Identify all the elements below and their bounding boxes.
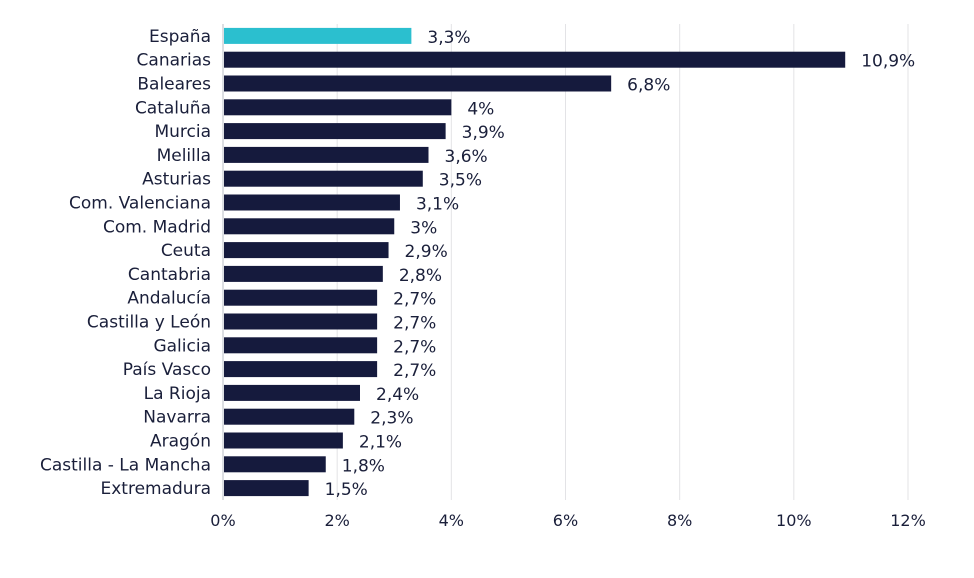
- bar: [224, 480, 309, 497]
- category-label: País Vasco: [123, 360, 211, 380]
- bar: [224, 99, 452, 116]
- value-label: 2,1%: [359, 433, 402, 453]
- bar: [224, 337, 378, 354]
- x-tick-label: 8%: [667, 511, 692, 530]
- category-label: Navarra: [143, 408, 211, 428]
- category-label: Galicia: [153, 336, 211, 356]
- category-label: España: [149, 27, 211, 47]
- bar: [224, 218, 395, 235]
- category-label: Andalucía: [127, 289, 211, 309]
- category-label: Cataluña: [135, 98, 211, 118]
- bar: [224, 313, 378, 330]
- bar: [224, 75, 612, 92]
- bar: [224, 289, 378, 306]
- category-label: Extremadura: [101, 479, 212, 499]
- value-label: 2,9%: [405, 242, 448, 262]
- category-label: Castilla y León: [87, 313, 211, 333]
- value-label: 3%: [410, 218, 437, 238]
- bar: [224, 170, 423, 187]
- value-label: 3,9%: [462, 123, 505, 143]
- value-label: 10,9%: [861, 52, 915, 72]
- value-label: 1,8%: [342, 456, 385, 476]
- bar: [224, 384, 360, 401]
- value-label: 2,7%: [393, 314, 436, 334]
- value-label: 3,5%: [439, 171, 482, 191]
- category-label: Aragón: [150, 432, 211, 452]
- category-label: Asturias: [142, 170, 211, 190]
- bar: [224, 361, 378, 378]
- value-label: 2,7%: [393, 290, 436, 310]
- category-label: Canarias: [137, 51, 212, 71]
- category-label: Murcia: [154, 122, 211, 142]
- bar: [224, 27, 412, 44]
- category-label: Baleares: [137, 75, 211, 95]
- value-label: 4%: [467, 99, 494, 119]
- value-label: 2,7%: [393, 337, 436, 357]
- value-label: 3,6%: [445, 147, 488, 167]
- value-label: 3,3%: [427, 28, 470, 48]
- category-label: Melilla: [157, 146, 211, 166]
- bar: [224, 265, 383, 282]
- grid-layer: [222, 24, 909, 500]
- value-label: 6,8%: [627, 76, 670, 96]
- x-tick-label: 2%: [324, 511, 349, 530]
- x-tick-label: 6%: [553, 511, 578, 530]
- x-tick-label: 10%: [776, 511, 812, 530]
- value-label: 2,3%: [370, 409, 413, 429]
- value-label: 2,4%: [376, 385, 419, 405]
- bar: [224, 123, 446, 140]
- category-label: Cantabria: [128, 265, 211, 285]
- x-tick-label: 0%: [210, 511, 235, 530]
- x-tick-label: 12%: [890, 511, 926, 530]
- bar: [224, 194, 400, 211]
- bar: [224, 51, 846, 68]
- bar: [224, 408, 355, 425]
- x-tick-label: 4%: [439, 511, 464, 530]
- value-label: 2,7%: [393, 361, 436, 381]
- bar: [224, 242, 389, 259]
- x-axis-ticks: 0% 2% 4% 6% 8% 10% 12%: [210, 511, 925, 530]
- category-label: Com. Madrid: [103, 217, 211, 237]
- bar: [224, 146, 429, 163]
- category-label: Ceuta: [161, 241, 211, 261]
- category-label: La Rioja: [144, 384, 211, 404]
- category-label: Castilla - La Mancha: [40, 455, 211, 475]
- value-labels: 3,3% 10,9% 6,8% 4% 3,9% 3,6% 3,5% 3,1% 3% 2,9% 2,8…: [325, 28, 916, 500]
- value-label: 3,1%: [416, 195, 459, 215]
- category-labels: España Canarias Baleares Cataluña Murcia Meli…: [40, 27, 211, 499]
- bar: [224, 456, 326, 473]
- value-label: 1,5%: [325, 480, 368, 500]
- bar-layer: [224, 27, 846, 497]
- bar: [224, 432, 343, 449]
- value-label: 2,8%: [399, 266, 442, 286]
- category-label: Com. Valenciana: [69, 194, 211, 214]
